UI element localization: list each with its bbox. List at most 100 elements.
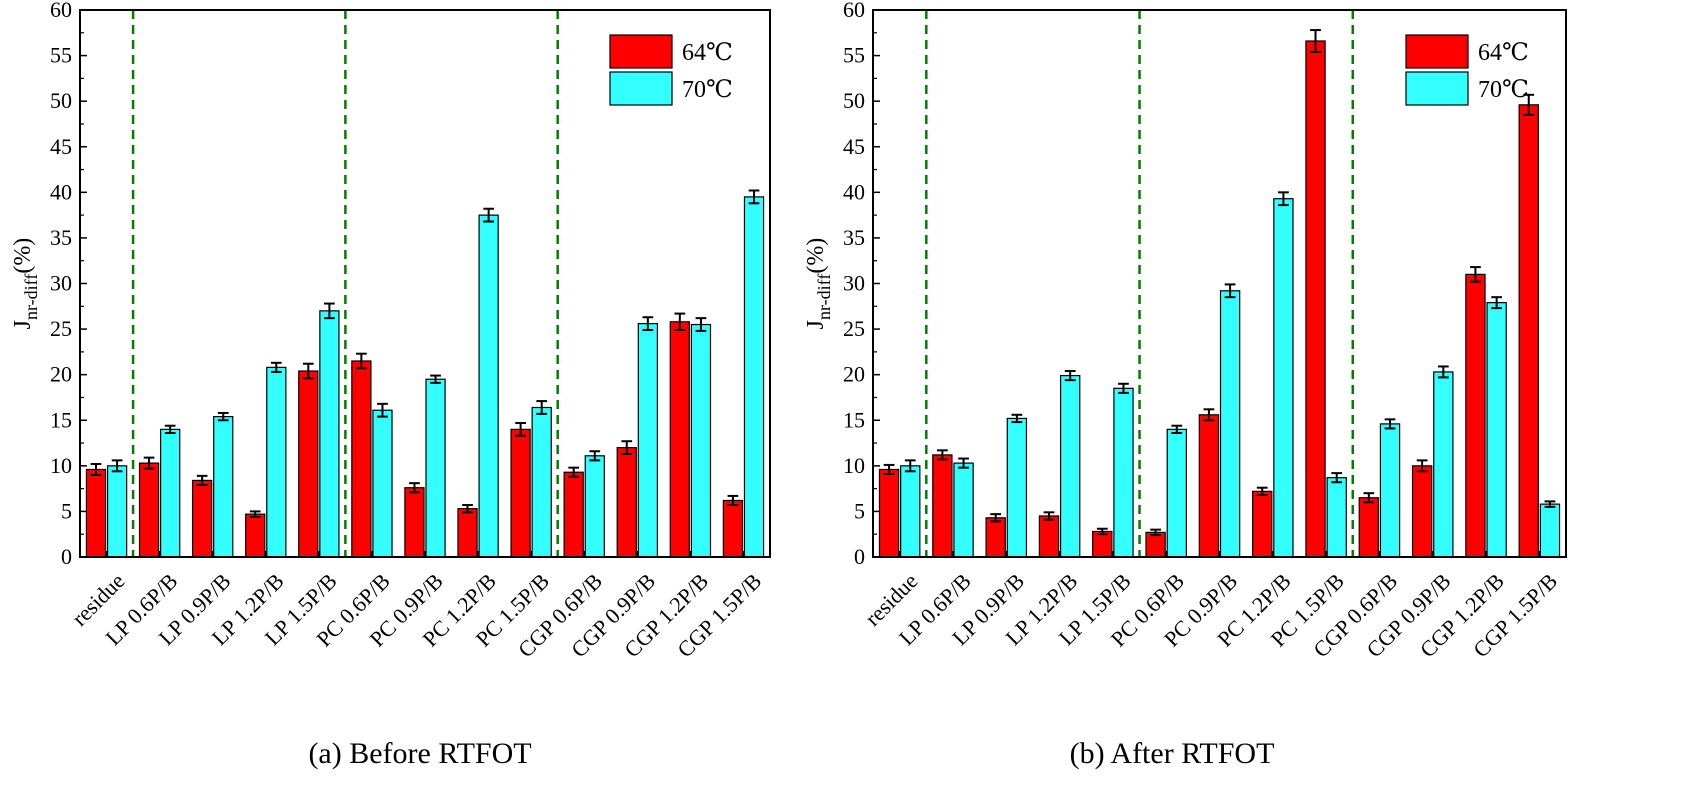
error-bar-64c-8: [515, 421, 526, 437]
bar-70c-7: [478, 214, 499, 558]
bar-70c-8: [531, 406, 552, 558]
error-bar-64c-8: [1310, 29, 1321, 53]
y-axis-label-sub: nr-diff: [21, 274, 41, 320]
bar-70c-12: [743, 196, 765, 558]
y-tick-label-7: 35: [843, 225, 865, 250]
y-tick-label-2: 10: [50, 453, 72, 478]
bar-64c-10: [616, 447, 637, 558]
legend-label-64c: 64℃: [682, 40, 733, 66]
error-bar-64c-1: [936, 449, 948, 461]
y-tick-label-9: 45: [843, 134, 865, 159]
error-bar-70c-9: [589, 450, 601, 462]
error-bar-64c-11: [674, 312, 686, 331]
error-bar-70c-1: [164, 424, 176, 435]
legend: 64℃70℃: [609, 34, 733, 106]
error-bar-70c-12: [748, 189, 760, 205]
bar-70c-8: [1326, 477, 1347, 558]
error-bar-64c-5: [1150, 528, 1161, 537]
bar-64c-10: [1411, 465, 1433, 558]
bar-64c-0: [878, 468, 900, 558]
y-tick-label-1: 5: [61, 498, 72, 523]
error-bar-70c-2: [1011, 413, 1023, 424]
bar-64c-7: [457, 508, 478, 558]
error-bar-70c-6: [1224, 283, 1236, 299]
bar-64c-9: [563, 471, 584, 558]
error-bar-70c-3: [1064, 370, 1076, 382]
bar-64c-1: [932, 454, 953, 558]
error-bar-64c-10: [621, 440, 633, 455]
error-bar-64c-9: [568, 466, 580, 478]
bar-70c-10: [1433, 371, 1454, 558]
y-tick-label-8: 40: [843, 179, 865, 204]
error-bar-70c-4: [1118, 382, 1129, 394]
y-tick-label-9: 45: [50, 134, 72, 159]
bar-70c-11: [690, 323, 712, 558]
legend-swatch-64c: [1405, 34, 1469, 69]
y-tick-label-3: 15: [50, 407, 72, 432]
bar-64c-7: [1252, 490, 1273, 558]
bar-70c-3: [1059, 374, 1081, 558]
bar-70c-3: [266, 366, 287, 558]
error-bar-64c-3: [249, 510, 261, 518]
bar-70c-7: [1273, 198, 1294, 558]
error-bar-70c-7: [483, 207, 494, 223]
y-tick-label-6: 30: [843, 271, 865, 296]
error-bar-64c-6: [409, 482, 420, 494]
y-tick-label-2: 10: [843, 453, 865, 478]
bar-64c-8: [1305, 40, 1326, 558]
bar-70c-4: [1113, 387, 1134, 558]
error-bar-64c-7: [462, 504, 473, 514]
panel-caption: (a) Before RTFOT: [308, 737, 531, 770]
y-tick-label-11: 55: [843, 43, 865, 68]
error-bar-64c-2: [196, 474, 208, 486]
bar-64c-4: [1092, 530, 1113, 558]
y-axis-label: Jnr-diff(%): [803, 238, 834, 330]
error-bar-70c-11: [695, 317, 707, 332]
error-bar-70c-5: [377, 402, 388, 418]
bar-64c-6: [1198, 414, 1220, 558]
bar-70c-2: [213, 416, 234, 558]
y-axis-label-main: J: [10, 320, 36, 329]
error-bar-64c-5: [356, 352, 367, 370]
legend-swatch-70c: [609, 71, 673, 106]
bar-64c-4: [298, 370, 319, 558]
y-tick-label-0: 0: [854, 544, 865, 569]
bar-70c-0: [106, 465, 128, 558]
bar-70c-6: [1219, 290, 1241, 558]
bar-70c-5: [372, 409, 393, 558]
error-bar-64c-9: [1363, 492, 1375, 504]
bar-70c-1: [953, 462, 974, 558]
legend-label-64c: 64℃: [1478, 40, 1529, 66]
bar-64c-12: [722, 499, 744, 558]
y-tick-label-4: 20: [50, 362, 72, 387]
bar-64c-2: [191, 479, 213, 558]
error-bar-64c-11: [1470, 266, 1481, 283]
y-tick-label-5: 25: [843, 316, 865, 341]
y-tick-label-6: 30: [50, 271, 72, 296]
bar-64c-5: [351, 360, 372, 558]
y-axis-label-unit: (%): [10, 238, 36, 274]
y-axis-label-main: J: [803, 320, 829, 329]
legend: 64℃70℃: [1405, 34, 1529, 106]
error-bar-70c-11: [1491, 296, 1503, 310]
panel-caption: (b) After RTFOT: [1070, 737, 1275, 770]
error-bar-64c-12: [727, 494, 739, 507]
bar-70c-5: [1166, 428, 1187, 558]
y-tick-label-12: 60: [50, 0, 72, 22]
y-tick-label-12: 60: [843, 0, 865, 22]
bar-70c-0: [900, 465, 921, 558]
error-bar-64c-3: [1043, 511, 1055, 521]
y-tick-label-7: 35: [50, 225, 72, 250]
bar-64c-3: [1038, 515, 1060, 558]
error-bar-70c-12: [1544, 500, 1556, 508]
error-bar-64c-12: [1523, 93, 1535, 116]
error-bar-64c-0: [883, 463, 895, 476]
bar-64c-0: [85, 468, 107, 558]
bar-70c-1: [160, 428, 181, 558]
y-axis-label-sub: nr-diff: [814, 274, 834, 320]
error-bar-70c-3: [270, 361, 282, 373]
bar-64c-6: [404, 487, 425, 558]
